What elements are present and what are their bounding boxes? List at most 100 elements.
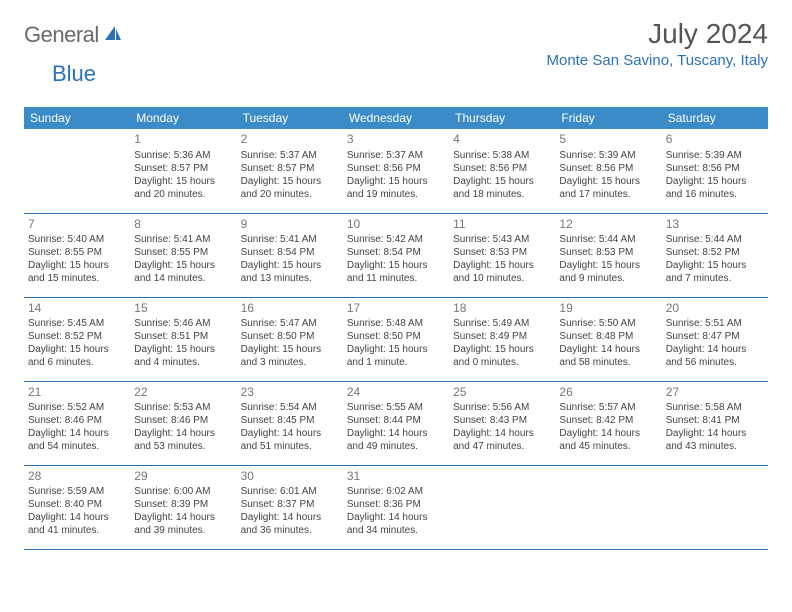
cell-sunrise: Sunrise: 5:46 AM [134,317,232,330]
cell-daylight1: Daylight: 15 hours [28,343,126,356]
cell-daylight1: Daylight: 14 hours [559,343,657,356]
day-cell: 10Sunrise: 5:42 AMSunset: 8:54 PMDayligh… [343,213,449,297]
day-cell: 29Sunrise: 6:00 AMSunset: 8:39 PMDayligh… [130,465,236,549]
cell-sunset: Sunset: 8:39 PM [134,498,232,511]
cell-daylight2: and 53 minutes. [134,440,232,453]
week-row: 14Sunrise: 5:45 AMSunset: 8:52 PMDayligh… [24,297,768,381]
day-cell: 27Sunrise: 5:58 AMSunset: 8:41 PMDayligh… [662,381,768,465]
cell-sunrise: Sunrise: 5:39 AM [666,149,764,162]
day-number: 31 [347,469,445,485]
cell-sunset: Sunset: 8:49 PM [453,330,551,343]
day-cell: 25Sunrise: 5:56 AMSunset: 8:43 PMDayligh… [449,381,555,465]
cell-daylight2: and 54 minutes. [28,440,126,453]
day-cell: 7Sunrise: 5:40 AMSunset: 8:55 PMDaylight… [24,213,130,297]
day-cell: 11Sunrise: 5:43 AMSunset: 8:53 PMDayligh… [449,213,555,297]
cell-sunrise: Sunrise: 5:37 AM [347,149,445,162]
cell-sunset: Sunset: 8:56 PM [666,162,764,175]
cell-daylight2: and 4 minutes. [134,356,232,369]
day-cell: 5Sunrise: 5:39 AMSunset: 8:56 PMDaylight… [555,129,661,213]
cell-daylight1: Daylight: 15 hours [453,259,551,272]
cell-daylight1: Daylight: 15 hours [28,259,126,272]
brand-logo: General [24,22,125,48]
cell-daylight1: Daylight: 14 hours [666,343,764,356]
cell-sunrise: Sunrise: 5:40 AM [28,233,126,246]
day-cell [24,129,130,213]
cell-daylight2: and 43 minutes. [666,440,764,453]
day-number: 24 [347,385,445,401]
day-number: 11 [453,217,551,233]
cell-daylight2: and 39 minutes. [134,524,232,537]
cell-daylight2: and 17 minutes. [559,188,657,201]
brand-sail-icon [103,24,123,47]
cell-daylight2: and 3 minutes. [241,356,339,369]
day-cell: 6Sunrise: 5:39 AMSunset: 8:56 PMDaylight… [662,129,768,213]
week-row: 7Sunrise: 5:40 AMSunset: 8:55 PMDaylight… [24,213,768,297]
cell-sunrise: Sunrise: 5:51 AM [666,317,764,330]
brand-general: General [24,22,99,48]
cell-sunrise: Sunrise: 5:47 AM [241,317,339,330]
cell-daylight2: and 36 minutes. [241,524,339,537]
day-cell: 12Sunrise: 5:44 AMSunset: 8:53 PMDayligh… [555,213,661,297]
day-cell: 18Sunrise: 5:49 AMSunset: 8:49 PMDayligh… [449,297,555,381]
day-cell [662,465,768,549]
cell-daylight1: Daylight: 15 hours [134,343,232,356]
cell-sunset: Sunset: 8:42 PM [559,414,657,427]
calendar-table: SundayMondayTuesdayWednesdayThursdayFrid… [24,107,768,550]
day-cell: 28Sunrise: 5:59 AMSunset: 8:40 PMDayligh… [24,465,130,549]
cell-sunset: Sunset: 8:54 PM [347,246,445,259]
day-number: 27 [666,385,764,401]
cell-sunrise: Sunrise: 5:54 AM [241,401,339,414]
cell-daylight2: and 19 minutes. [347,188,445,201]
weekday-header-row: SundayMondayTuesdayWednesdayThursdayFrid… [24,107,768,129]
weekday-header: Tuesday [237,107,343,129]
day-number: 26 [559,385,657,401]
cell-sunset: Sunset: 8:46 PM [134,414,232,427]
day-number: 17 [347,301,445,317]
cell-sunrise: Sunrise: 5:37 AM [241,149,339,162]
cell-daylight2: and 1 minute. [347,356,445,369]
cell-sunset: Sunset: 8:56 PM [453,162,551,175]
cell-sunrise: Sunrise: 6:02 AM [347,485,445,498]
week-row: 21Sunrise: 5:52 AMSunset: 8:46 PMDayligh… [24,381,768,465]
cell-daylight1: Daylight: 15 hours [241,343,339,356]
cell-sunset: Sunset: 8:50 PM [241,330,339,343]
day-number: 19 [559,301,657,317]
cell-daylight2: and 47 minutes. [453,440,551,453]
day-number: 30 [241,469,339,485]
cell-sunrise: Sunrise: 6:01 AM [241,485,339,498]
cell-daylight1: Daylight: 15 hours [241,175,339,188]
day-cell: 23Sunrise: 5:54 AMSunset: 8:45 PMDayligh… [237,381,343,465]
cell-sunrise: Sunrise: 5:41 AM [241,233,339,246]
cell-daylight2: and 51 minutes. [241,440,339,453]
day-cell: 22Sunrise: 5:53 AMSunset: 8:46 PMDayligh… [130,381,236,465]
day-cell: 13Sunrise: 5:44 AMSunset: 8:52 PMDayligh… [662,213,768,297]
cell-sunrise: Sunrise: 5:55 AM [347,401,445,414]
day-cell: 24Sunrise: 5:55 AMSunset: 8:44 PMDayligh… [343,381,449,465]
cell-sunrise: Sunrise: 5:56 AM [453,401,551,414]
cell-daylight1: Daylight: 15 hours [453,175,551,188]
cell-sunset: Sunset: 8:40 PM [28,498,126,511]
cell-sunrise: Sunrise: 5:53 AM [134,401,232,414]
day-number: 1 [134,132,232,148]
cell-sunset: Sunset: 8:45 PM [241,414,339,427]
cell-sunrise: Sunrise: 5:36 AM [134,149,232,162]
cell-sunset: Sunset: 8:55 PM [28,246,126,259]
cell-daylight2: and 41 minutes. [28,524,126,537]
cell-sunrise: Sunrise: 5:44 AM [666,233,764,246]
cell-daylight2: and 58 minutes. [559,356,657,369]
day-number: 15 [134,301,232,317]
cell-daylight1: Daylight: 15 hours [666,259,764,272]
day-number: 22 [134,385,232,401]
day-cell: 20Sunrise: 5:51 AMSunset: 8:47 PMDayligh… [662,297,768,381]
cell-sunrise: Sunrise: 5:58 AM [666,401,764,414]
cell-sunrise: Sunrise: 5:38 AM [453,149,551,162]
weekday-header: Monday [130,107,236,129]
cell-sunrise: Sunrise: 5:42 AM [347,233,445,246]
cell-sunrise: Sunrise: 5:44 AM [559,233,657,246]
cell-daylight2: and 20 minutes. [134,188,232,201]
cell-daylight1: Daylight: 15 hours [453,343,551,356]
cell-sunset: Sunset: 8:44 PM [347,414,445,427]
cell-daylight2: and 14 minutes. [134,272,232,285]
cell-daylight2: and 10 minutes. [453,272,551,285]
day-cell [555,465,661,549]
